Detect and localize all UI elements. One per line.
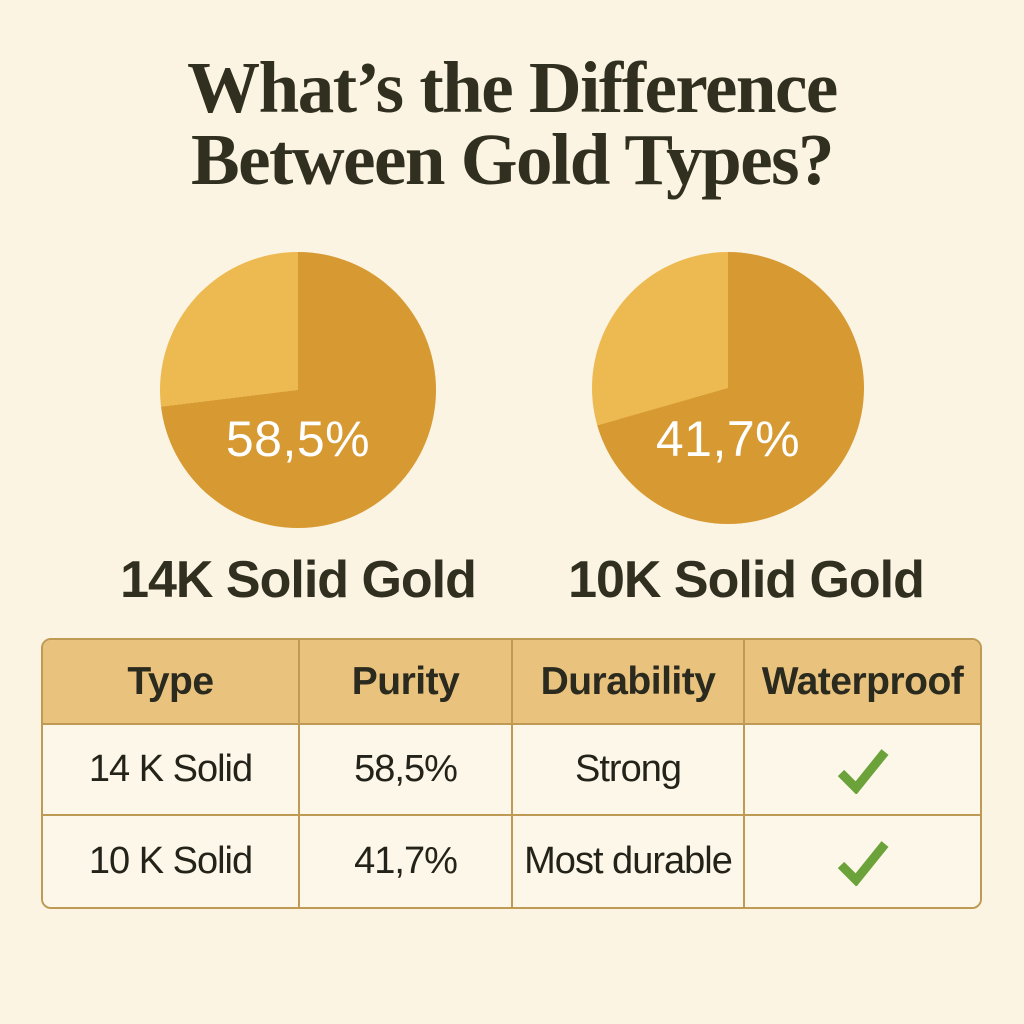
header-cell-durability: Durability [513,640,745,725]
page-title: What’s the Difference Between Gold Types… [0,47,1024,200]
header-cell-purity: Purity [300,640,513,725]
pie-chart-10k: 41,7% [592,252,864,524]
cell-row1-durability: Strong [513,725,745,816]
title-line-1: What’s the Difference [187,47,838,128]
cell-row1-purity: 58,5% [300,725,513,816]
cell-row1-waterproof [745,725,980,816]
cell-row1-type: 14 K Solid [43,725,300,816]
cell-row2-waterproof [745,816,980,907]
checkmark-icon [837,748,889,794]
pie-10k-value-label: 41,7% [655,411,801,467]
cell-row2-durability: Most durable [513,816,745,907]
cell-row2-purity: 41,7% [300,816,513,907]
title-line-2: Between Gold Types? [190,119,835,200]
pie-14k-value-label: 58,5% [225,411,371,467]
header-cell-waterproof: Waterproof [745,640,980,725]
checkmark-icon [837,840,889,886]
comparison-table: Type Purity Durability Waterproof 14 K S… [41,638,982,909]
pie-caption-10k: 10K Solid Gold [568,551,925,609]
header-cell-type: Type [43,640,300,725]
pie-caption-14k: 14K Solid Gold [120,551,477,609]
cell-row2-type: 10 K Solid [43,816,300,907]
pie-chart-14k: 58,5% [160,252,436,528]
